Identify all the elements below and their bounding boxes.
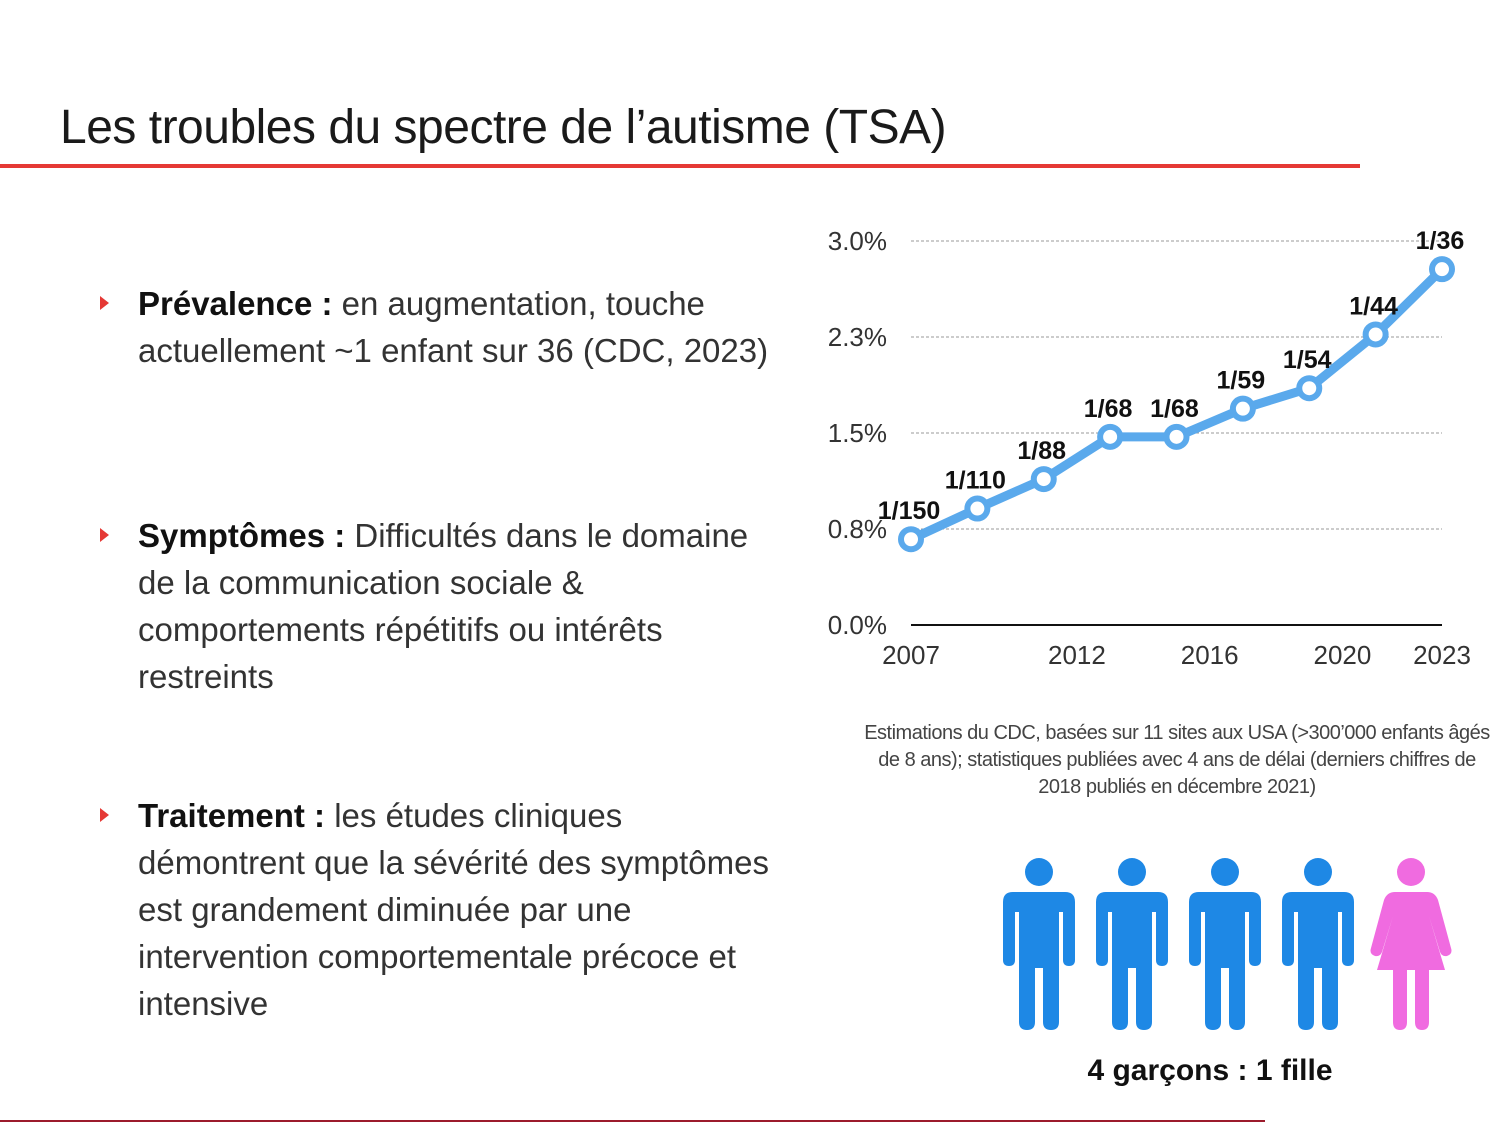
x-tick-label: 2020 (1314, 640, 1372, 670)
y-tick-label: 0.0% (828, 610, 887, 640)
data-label: 1/54 (1283, 346, 1332, 374)
x-tick-label: 2023 (1413, 640, 1471, 670)
data-point (898, 526, 924, 553)
data-point (1429, 256, 1455, 283)
data-point (964, 495, 991, 522)
data-label: 1/150 (878, 497, 941, 525)
data-label: 1/44 (1349, 292, 1398, 320)
bullet-heading: Traitement : (138, 797, 326, 834)
footer-divider (0, 1120, 1265, 1122)
data-label: 1/110 (945, 467, 1006, 495)
x-tick-label: 2007 (882, 640, 940, 670)
data-label: 1/36 (1416, 227, 1465, 255)
data-point (1362, 321, 1389, 348)
bullet-body: Difficultés dans le domaine de la commun… (138, 517, 749, 695)
bullet-treatment: Traitement : les études cliniques démont… (100, 792, 790, 1027)
prevalence-line-chart: 0.0% 0.8% 1.5% 2.3% 3.0% 2007 2012 2016 2020 2023… (828, 226, 1471, 670)
bullet-prevalence: Prévalence : en augmentation, touche act… (100, 280, 790, 374)
data-point (1030, 466, 1057, 493)
chart-caption: Estimations du CDC, basées sur 11 sites … (864, 722, 1490, 798)
data-label: 1/88 (1017, 437, 1066, 465)
data-point (1163, 423, 1190, 450)
y-tick-label: 3.0% (828, 226, 887, 256)
data-label: 1/68 (1084, 395, 1133, 423)
bullet-symptoms: Symptômes : Difficultés dans le domaine … (100, 512, 790, 700)
data-label: 1/68 (1150, 395, 1199, 423)
bullet-arrow-icon (100, 528, 109, 542)
bullet-heading: Prévalence : (138, 285, 333, 322)
bullet-arrow-icon (100, 808, 109, 822)
y-tick-label: 0.8% (828, 514, 887, 544)
data-point (1097, 423, 1124, 450)
gender-ratio-label: 4 garçons : 1 fille (1087, 1054, 1333, 1087)
bullet-body: en augmentation, touche actuellement ~1 … (138, 285, 769, 369)
x-tick-label: 2012 (1048, 640, 1106, 670)
bullet-body: les études cliniques démontrent que la s… (138, 797, 769, 1022)
y-tick-label: 1.5% (828, 418, 887, 448)
male-person-icon (1003, 858, 1075, 1030)
male-person-icon (1096, 858, 1168, 1030)
bullet-heading: Symptômes : (138, 517, 346, 554)
x-tick-label: 2016 (1181, 640, 1239, 670)
gender-ratio-icons (1003, 858, 1452, 1030)
bullet-arrow-icon (100, 296, 109, 310)
title-divider (0, 164, 1360, 168)
y-tick-label: 2.3% (828, 322, 887, 352)
data-point (1296, 375, 1323, 402)
male-person-icon (1282, 858, 1354, 1030)
data-point (1229, 395, 1256, 422)
female-person-icon (1370, 858, 1452, 1030)
male-person-icon (1189, 858, 1261, 1030)
data-label: 1/59 (1217, 367, 1266, 395)
slide-title: Les troubles du spectre de l’autisme (TS… (60, 101, 947, 154)
